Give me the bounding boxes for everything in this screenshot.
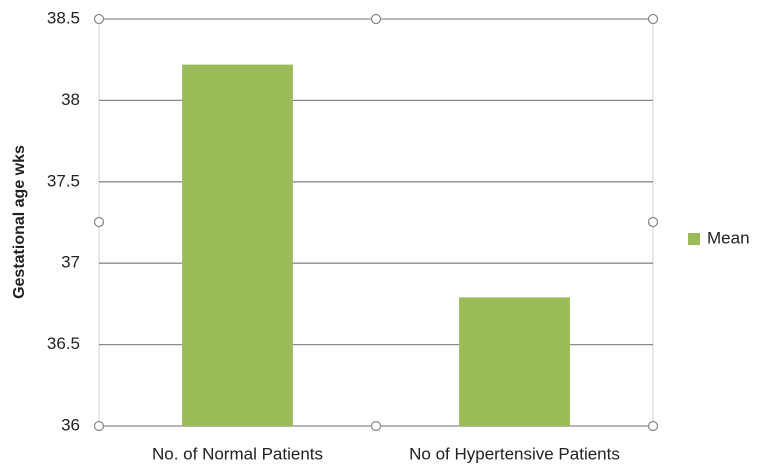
y-tick-label: 37.5	[47, 171, 80, 190]
x-tick-label: No of Hypertensive Patients	[409, 444, 620, 463]
bar	[182, 64, 293, 427]
y-tick-label: 37	[61, 253, 80, 272]
y-tick-label: 36	[61, 415, 80, 434]
y-tick-label: 38.5	[47, 8, 80, 27]
x-tick-label: No. of Normal Patients	[152, 444, 323, 463]
selection-handles	[93, 13, 659, 432]
y-tick-label: 36.5	[47, 334, 80, 353]
bar	[459, 297, 570, 426]
y-axis-label: Gestational age wks	[11, 145, 28, 299]
legend-label: Mean	[707, 228, 750, 247]
y-tick-label: 38	[61, 90, 80, 109]
legend-swatch	[688, 233, 700, 245]
